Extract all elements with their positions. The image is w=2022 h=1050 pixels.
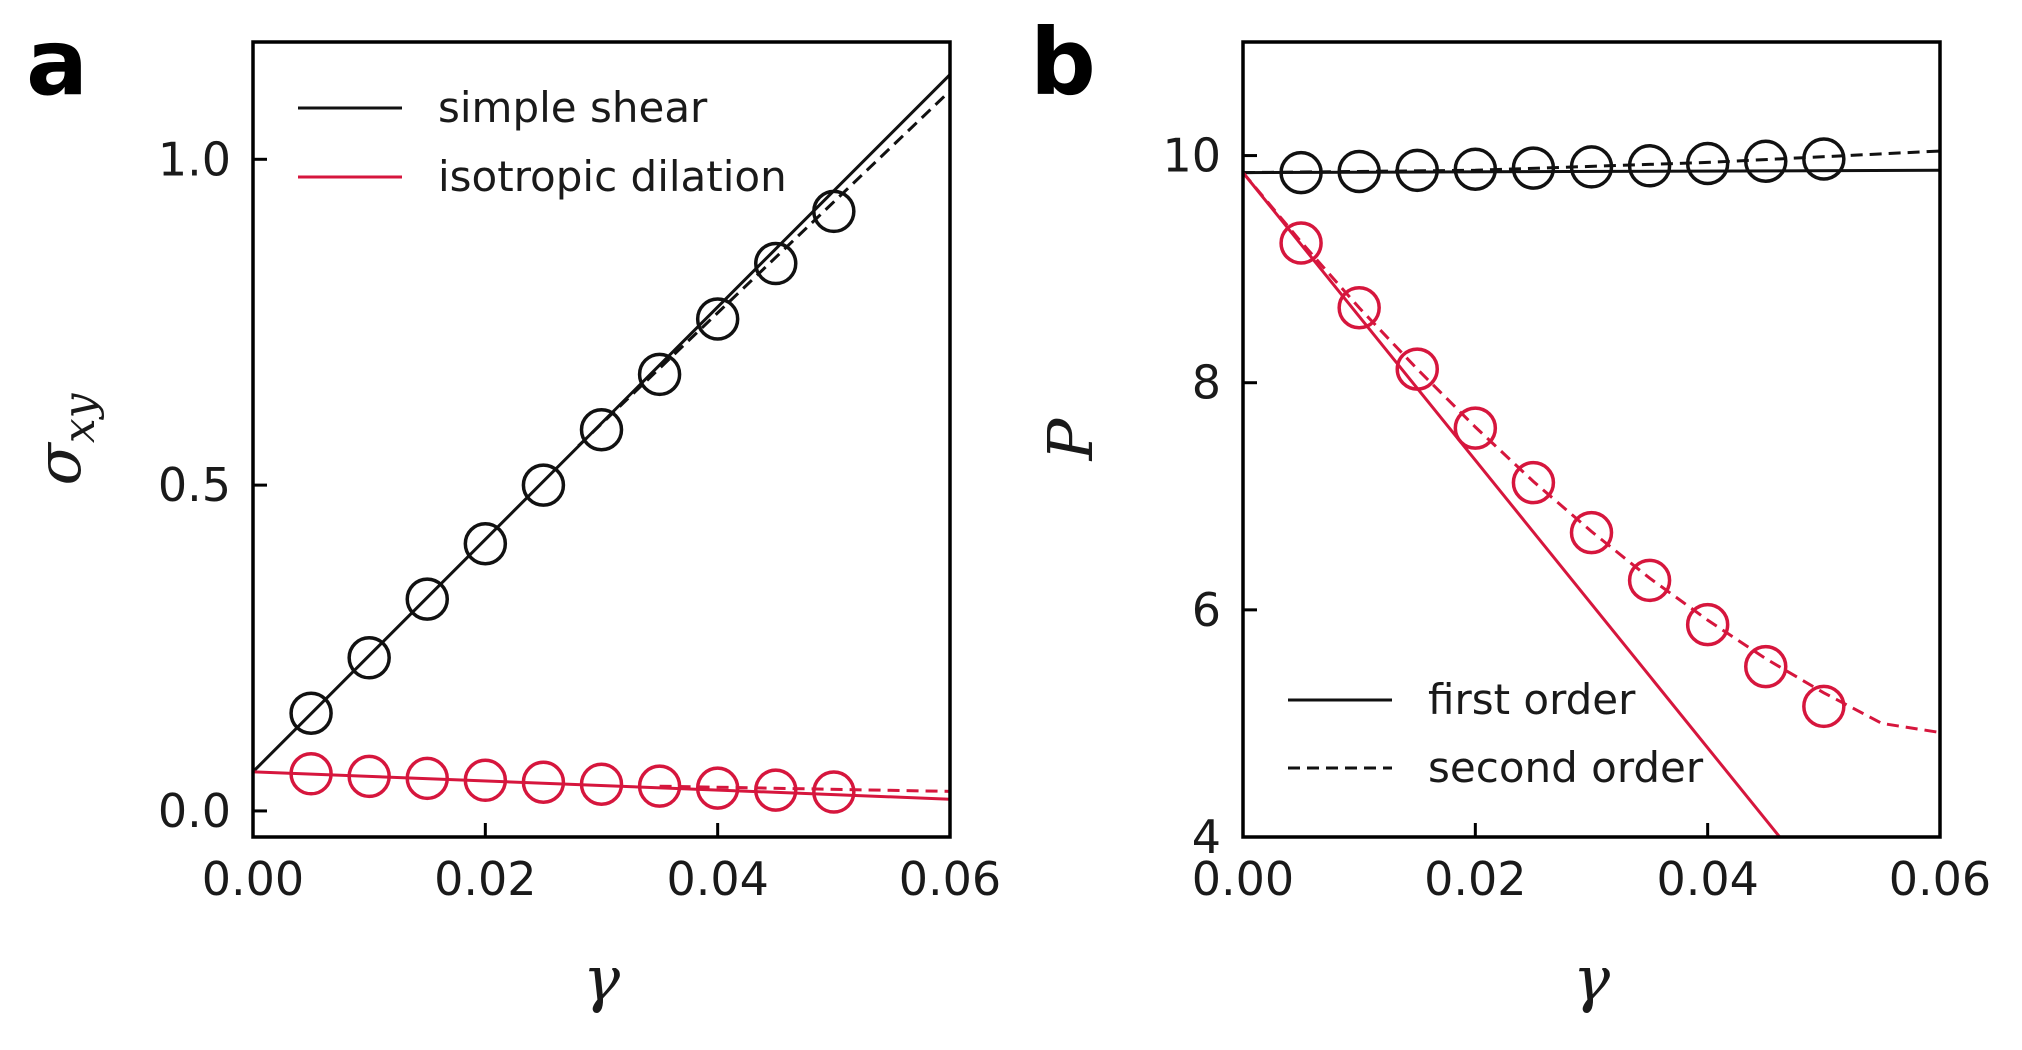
chart-b-legend-label: first order	[1428, 675, 1636, 724]
chart-b-legend-label: second order	[1428, 743, 1704, 792]
chart-a-isotropic-dilation-data-point	[812, 770, 856, 814]
chart-b-plot-area	[1243, 137, 1940, 837]
chart-a-legend: simple shear isotropic dilation	[298, 83, 787, 201]
chart-a-isotropic-dilation-second-order-line	[659, 784, 950, 793]
chart-a-plot-area	[253, 73, 950, 814]
chart-b-isotropic-dilation-data-markers	[1279, 221, 1846, 729]
chart-b-y-tick-label: 4	[1192, 810, 1221, 864]
chart-b-isotropic-dilation-data-point	[1569, 510, 1614, 555]
chart-a-simple-shear-first-order-line	[253, 73, 950, 773]
chart-b-isotropic-dilation-data-point	[1337, 286, 1381, 330]
chart-a-x-axis-label: γ	[583, 942, 621, 1015]
chart-b-simple-shear-second-order-line	[1243, 149, 1940, 175]
chart-a-x-tick-label: 0.06	[899, 852, 1001, 906]
chart-a-simple-shear-data-markers	[289, 189, 856, 735]
chart-b-legend: first order second order	[1288, 675, 1704, 792]
chart-a-simple-shear-data-point	[637, 352, 682, 397]
chart-b-y-tick-label: 8	[1192, 356, 1221, 410]
chart-b-x-tick-label: 0.04	[1656, 852, 1758, 906]
chart-b-simple-shear-data-markers	[1279, 137, 1846, 195]
chart-a-simple-shear-data-point	[289, 691, 333, 735]
chart-a-x-tick-label: 0.02	[434, 852, 536, 906]
chart-b-simple-shear-data-point	[1744, 139, 1788, 183]
chart-b-isotropic-dilation-data-point	[1511, 460, 1556, 505]
chart-b-isotropic-dilation-data-point	[1744, 644, 1788, 689]
chart-b-y-tick-label: 6	[1192, 583, 1221, 637]
chart-b-x-axis-label: γ	[1573, 942, 1611, 1015]
chart-b-x-tick-label: 0.02	[1424, 852, 1526, 906]
chart-b-isotropic-dilation-data-point	[1685, 602, 1730, 647]
chart-a-simple-shear-data-point	[521, 463, 566, 507]
chart-a-simple-shear-data-point	[812, 189, 856, 234]
chart-b-isotropic-dilation-data-point	[1279, 221, 1323, 265]
chart-b-x-tick-label: 0.00	[1192, 852, 1294, 906]
chart-a: 0.00 0.02 0.04 0.06 0.0 0.5 1.0 γ σxy simple shea…	[22, 40, 1001, 1015]
chart-a-simple-shear-data-point	[463, 522, 508, 566]
chart-b-isotropic-dilation-data-point	[1453, 406, 1498, 450]
chart-b-isotropic-dilation-first-order-line	[1243, 171, 1781, 837]
chart-a-y-tick-label: 1.0	[158, 132, 231, 186]
chart-b-isotropic-dilation-data-point	[1802, 684, 1846, 729]
chart-a-y-axis-label: σxy	[22, 392, 105, 485]
chart-b-y-axis-label: P	[1034, 417, 1107, 461]
chart-a-isotropic-dilation-first-order-line	[253, 770, 950, 801]
panel-label-a: a	[26, 9, 88, 116]
chart-a-simple-shear-data-point	[347, 636, 391, 680]
chart-b-isotropic-dilation-second-order-line	[1243, 171, 1940, 734]
chart-a-frame	[251, 40, 952, 839]
chart-b-x-tick-label: 0.06	[1889, 852, 1991, 906]
chart-a-simple-shear-data-point	[695, 297, 740, 341]
chart-a-x-tick-label: 0.04	[666, 852, 768, 906]
chart-a-isotropic-dilation-data-point	[754, 768, 798, 812]
chart-a-y-tick-label: 0.0	[158, 784, 231, 838]
panel-label-b: b	[1030, 9, 1096, 116]
chart-a-simple-shear-data-point	[405, 577, 449, 621]
chart-a-simple-shear-data-point	[754, 241, 798, 286]
chart-b-simple-shear-data-point	[1802, 137, 1846, 181]
chart-b-frame	[1241, 40, 1942, 839]
chart-a-simple-shear-data-point	[579, 407, 624, 452]
chart-a-legend-label: isotropic dilation	[438, 152, 787, 201]
chart-a-simple-shear-second-order-line	[577, 89, 950, 448]
chart-a-x-tick-label: 0.00	[202, 852, 304, 906]
chart-b-y-tick-label: 10	[1162, 129, 1221, 183]
chart-a-y-tick-label: 0.5	[158, 458, 231, 512]
chart-a-legend-label: simple shear	[438, 83, 708, 132]
chart-b-isotropic-dilation-data-point	[1627, 558, 1672, 603]
